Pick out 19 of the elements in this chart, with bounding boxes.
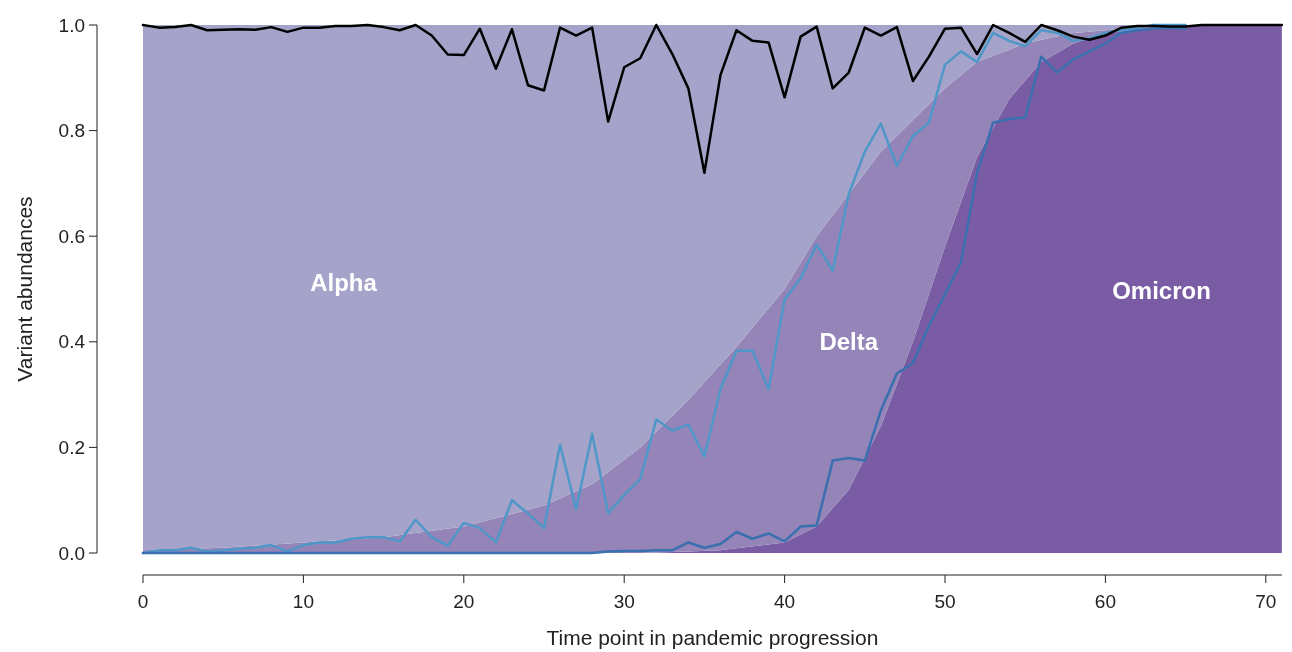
y-tick-label: 1.0 [58,14,85,36]
x-axis-title: Time point in pandemic progression [546,626,879,649]
x-tick-label: 10 [292,591,314,612]
x-tick-label: 70 [1255,591,1277,612]
x-tick-label: 30 [613,591,635,612]
y-tick-label: 0.8 [58,120,85,142]
y-tick-label: 0.4 [58,331,86,353]
x-tick-label: 40 [774,591,796,612]
y-tick-label: 0.2 [58,437,85,459]
x-tick-label: 50 [934,591,956,612]
y-tick-label: 0.0 [58,542,85,564]
series-label: Delta [819,328,879,356]
series-label: Alpha [310,268,378,296]
x-tick-label: 20 [453,591,475,612]
series-label: Omicron [1112,276,1211,304]
y-axis-title: Variant abundances [13,196,36,382]
y-tick-label: 0.6 [58,225,85,247]
x-tick-label: 0 [137,591,149,612]
x-tick-label: 60 [1094,591,1116,612]
